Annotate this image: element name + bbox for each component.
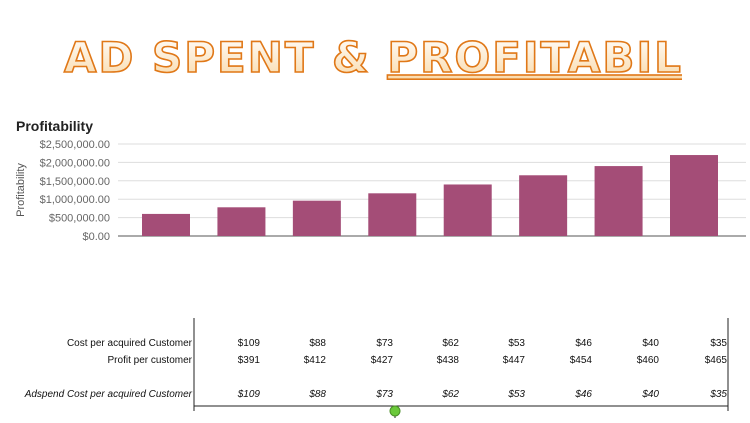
table-cell: $53 <box>508 389 525 400</box>
bar <box>368 193 417 236</box>
y-axis-label: Profitability <box>15 163 27 217</box>
table-cell: $35 <box>710 338 727 349</box>
bar <box>594 166 643 236</box>
table-cell: $46 <box>575 389 592 400</box>
y-tick-label: $2,500,000.00 <box>40 139 110 151</box>
y-tick-label: $2,000,000.00 <box>40 157 110 169</box>
table-cell: $391 <box>237 355 260 366</box>
y-tick-label: $500,000.00 <box>49 213 110 225</box>
banner-title: AD SPENT & PROFITABILITY <box>62 28 682 84</box>
table-cell: $46 <box>575 338 592 349</box>
table-cell: $438 <box>436 355 459 366</box>
svg-text:AD SPENT & PROFITABILITY: AD SPENT & PROFITABILITY <box>64 33 682 82</box>
metrics-table: Cost per acquired Customer $109 $88 $73 $62 $… <box>0 318 750 423</box>
y-tick-label: $1,000,000.00 <box>40 194 110 206</box>
table-cell: $427 <box>370 355 393 366</box>
table-cell: $53 <box>508 338 525 349</box>
table-cell: $40 <box>642 389 659 400</box>
table-cell: $109 <box>237 389 260 400</box>
table-cell: $35 <box>710 389 727 400</box>
table-cell: $40 <box>642 338 659 349</box>
bar <box>443 184 492 236</box>
table-cell: $412 <box>303 355 326 366</box>
table-cell: $88 <box>309 389 326 400</box>
bar <box>292 200 341 236</box>
table-cell: $62 <box>442 338 459 349</box>
banner-title-part1: AD SPENT & <box>64 33 387 82</box>
bar <box>519 175 568 236</box>
table-cell: $73 <box>376 338 393 349</box>
table-cell: $447 <box>502 355 525 366</box>
table-cell: $465 <box>704 355 727 366</box>
table-cell: $73 <box>376 389 393 400</box>
table-cell: $460 <box>636 355 659 366</box>
bar <box>217 207 266 236</box>
y-tick-label: $1,500,000.00 <box>40 176 110 188</box>
banner-title-part2: PROFITABILITY <box>387 33 682 82</box>
table-row-label: Cost per acquired Customer <box>66 338 192 349</box>
chart-title: Profitability <box>16 118 94 134</box>
table-cell: $109 <box>237 338 260 349</box>
table-cell: $454 <box>569 355 592 366</box>
marker-dot <box>389 405 401 417</box>
profitability-chart: $0.00 $500,000.00 $1,000,000.00 $1,500,000.… <box>15 139 746 243</box>
bar <box>142 213 190 236</box>
table-cell: $88 <box>309 338 326 349</box>
table-cell: $62 <box>442 389 459 400</box>
bar <box>670 155 718 236</box>
table-row-label: Adspend Cost per acquired Customer <box>24 389 192 400</box>
table-row-label: Profit per customer <box>107 355 192 366</box>
table-lines <box>193 318 729 418</box>
y-tick-label: $0.00 <box>82 231 110 243</box>
